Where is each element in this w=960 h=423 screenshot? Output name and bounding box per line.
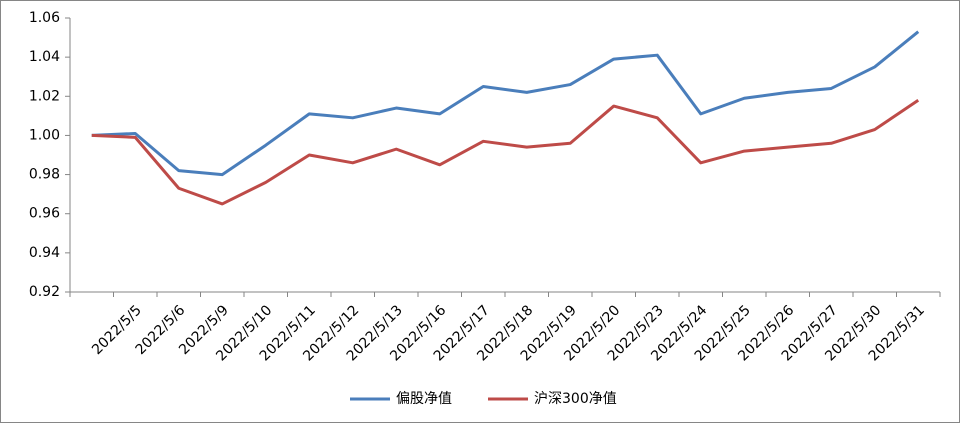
legend-label: 沪深300净值 <box>534 391 617 407</box>
y-tick-label: 0.96 <box>29 206 60 222</box>
legend-label: 偏股净值 <box>396 391 452 407</box>
y-tick-label: 0.94 <box>29 245 60 261</box>
series-line <box>91 98 920 206</box>
y-tick-label: 1.04 <box>29 49 60 65</box>
y-tick-label: 0.98 <box>29 167 60 183</box>
y-tick-label: 1.02 <box>29 88 60 104</box>
y-tick-label: 0.92 <box>29 284 60 300</box>
y-tick-label: 1.06 <box>29 10 60 26</box>
series-line <box>91 30 920 177</box>
y-tick-label: 1.00 <box>29 127 60 143</box>
